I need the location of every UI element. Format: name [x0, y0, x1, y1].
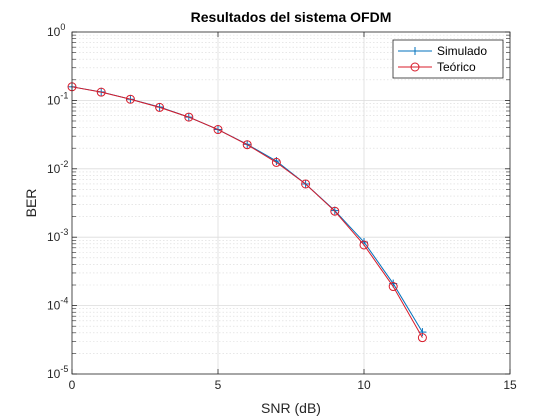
y-tick-label: 10-4 — [47, 296, 68, 313]
data-point — [125, 94, 135, 104]
x-tick-label: 15 — [503, 378, 517, 392]
legend-label: Simulado — [437, 44, 487, 58]
data-point — [271, 157, 281, 167]
y-tick-label: 10-3 — [47, 227, 68, 244]
x-tick-label: 0 — [69, 378, 76, 392]
data-point — [96, 87, 106, 97]
y-axis-label: BER — [23, 189, 39, 218]
legend-entry: Simulado — [398, 44, 487, 58]
series-layer — [67, 82, 427, 343]
series-circle — [67, 82, 427, 343]
legend-items: Simulado Teórico — [398, 44, 487, 74]
data-point — [242, 140, 252, 150]
axis-ticks — [71, 31, 511, 375]
data-point — [301, 179, 311, 189]
y-tick-label: 10-2 — [47, 159, 68, 176]
x-tick-label: 5 — [215, 378, 222, 392]
data-point — [155, 102, 165, 112]
data-point — [330, 206, 340, 216]
chart-title: Resultados del sistema OFDM — [191, 9, 392, 25]
data-point — [184, 112, 194, 122]
data-point — [388, 282, 398, 292]
x-tick-labels: 0 5 10 15 — [69, 378, 517, 392]
x-tick-label: 10 — [357, 378, 371, 392]
y-tick-label: 100 — [47, 22, 65, 39]
data-point — [417, 333, 427, 343]
minor-grid — [72, 34, 510, 354]
plot-area — [72, 32, 510, 374]
legend-entry: Teórico — [398, 60, 476, 74]
legend: Simulado Teórico — [392, 39, 504, 79]
plot-border — [71, 31, 511, 375]
x-axis-label: SNR (dB) — [261, 400, 321, 416]
legend-box — [392, 39, 504, 79]
y-tick-label: 10-1 — [47, 90, 68, 107]
y-tick-labels: 100 10-1 10-2 10-3 10-4 10-5 — [47, 22, 68, 381]
data-point — [359, 240, 369, 250]
series-line — [71, 86, 423, 338]
legend-label: Teórico — [437, 60, 476, 74]
y-tick-label: 10-5 — [47, 364, 68, 381]
data-point — [213, 125, 223, 135]
legend-marker — [410, 62, 420, 72]
